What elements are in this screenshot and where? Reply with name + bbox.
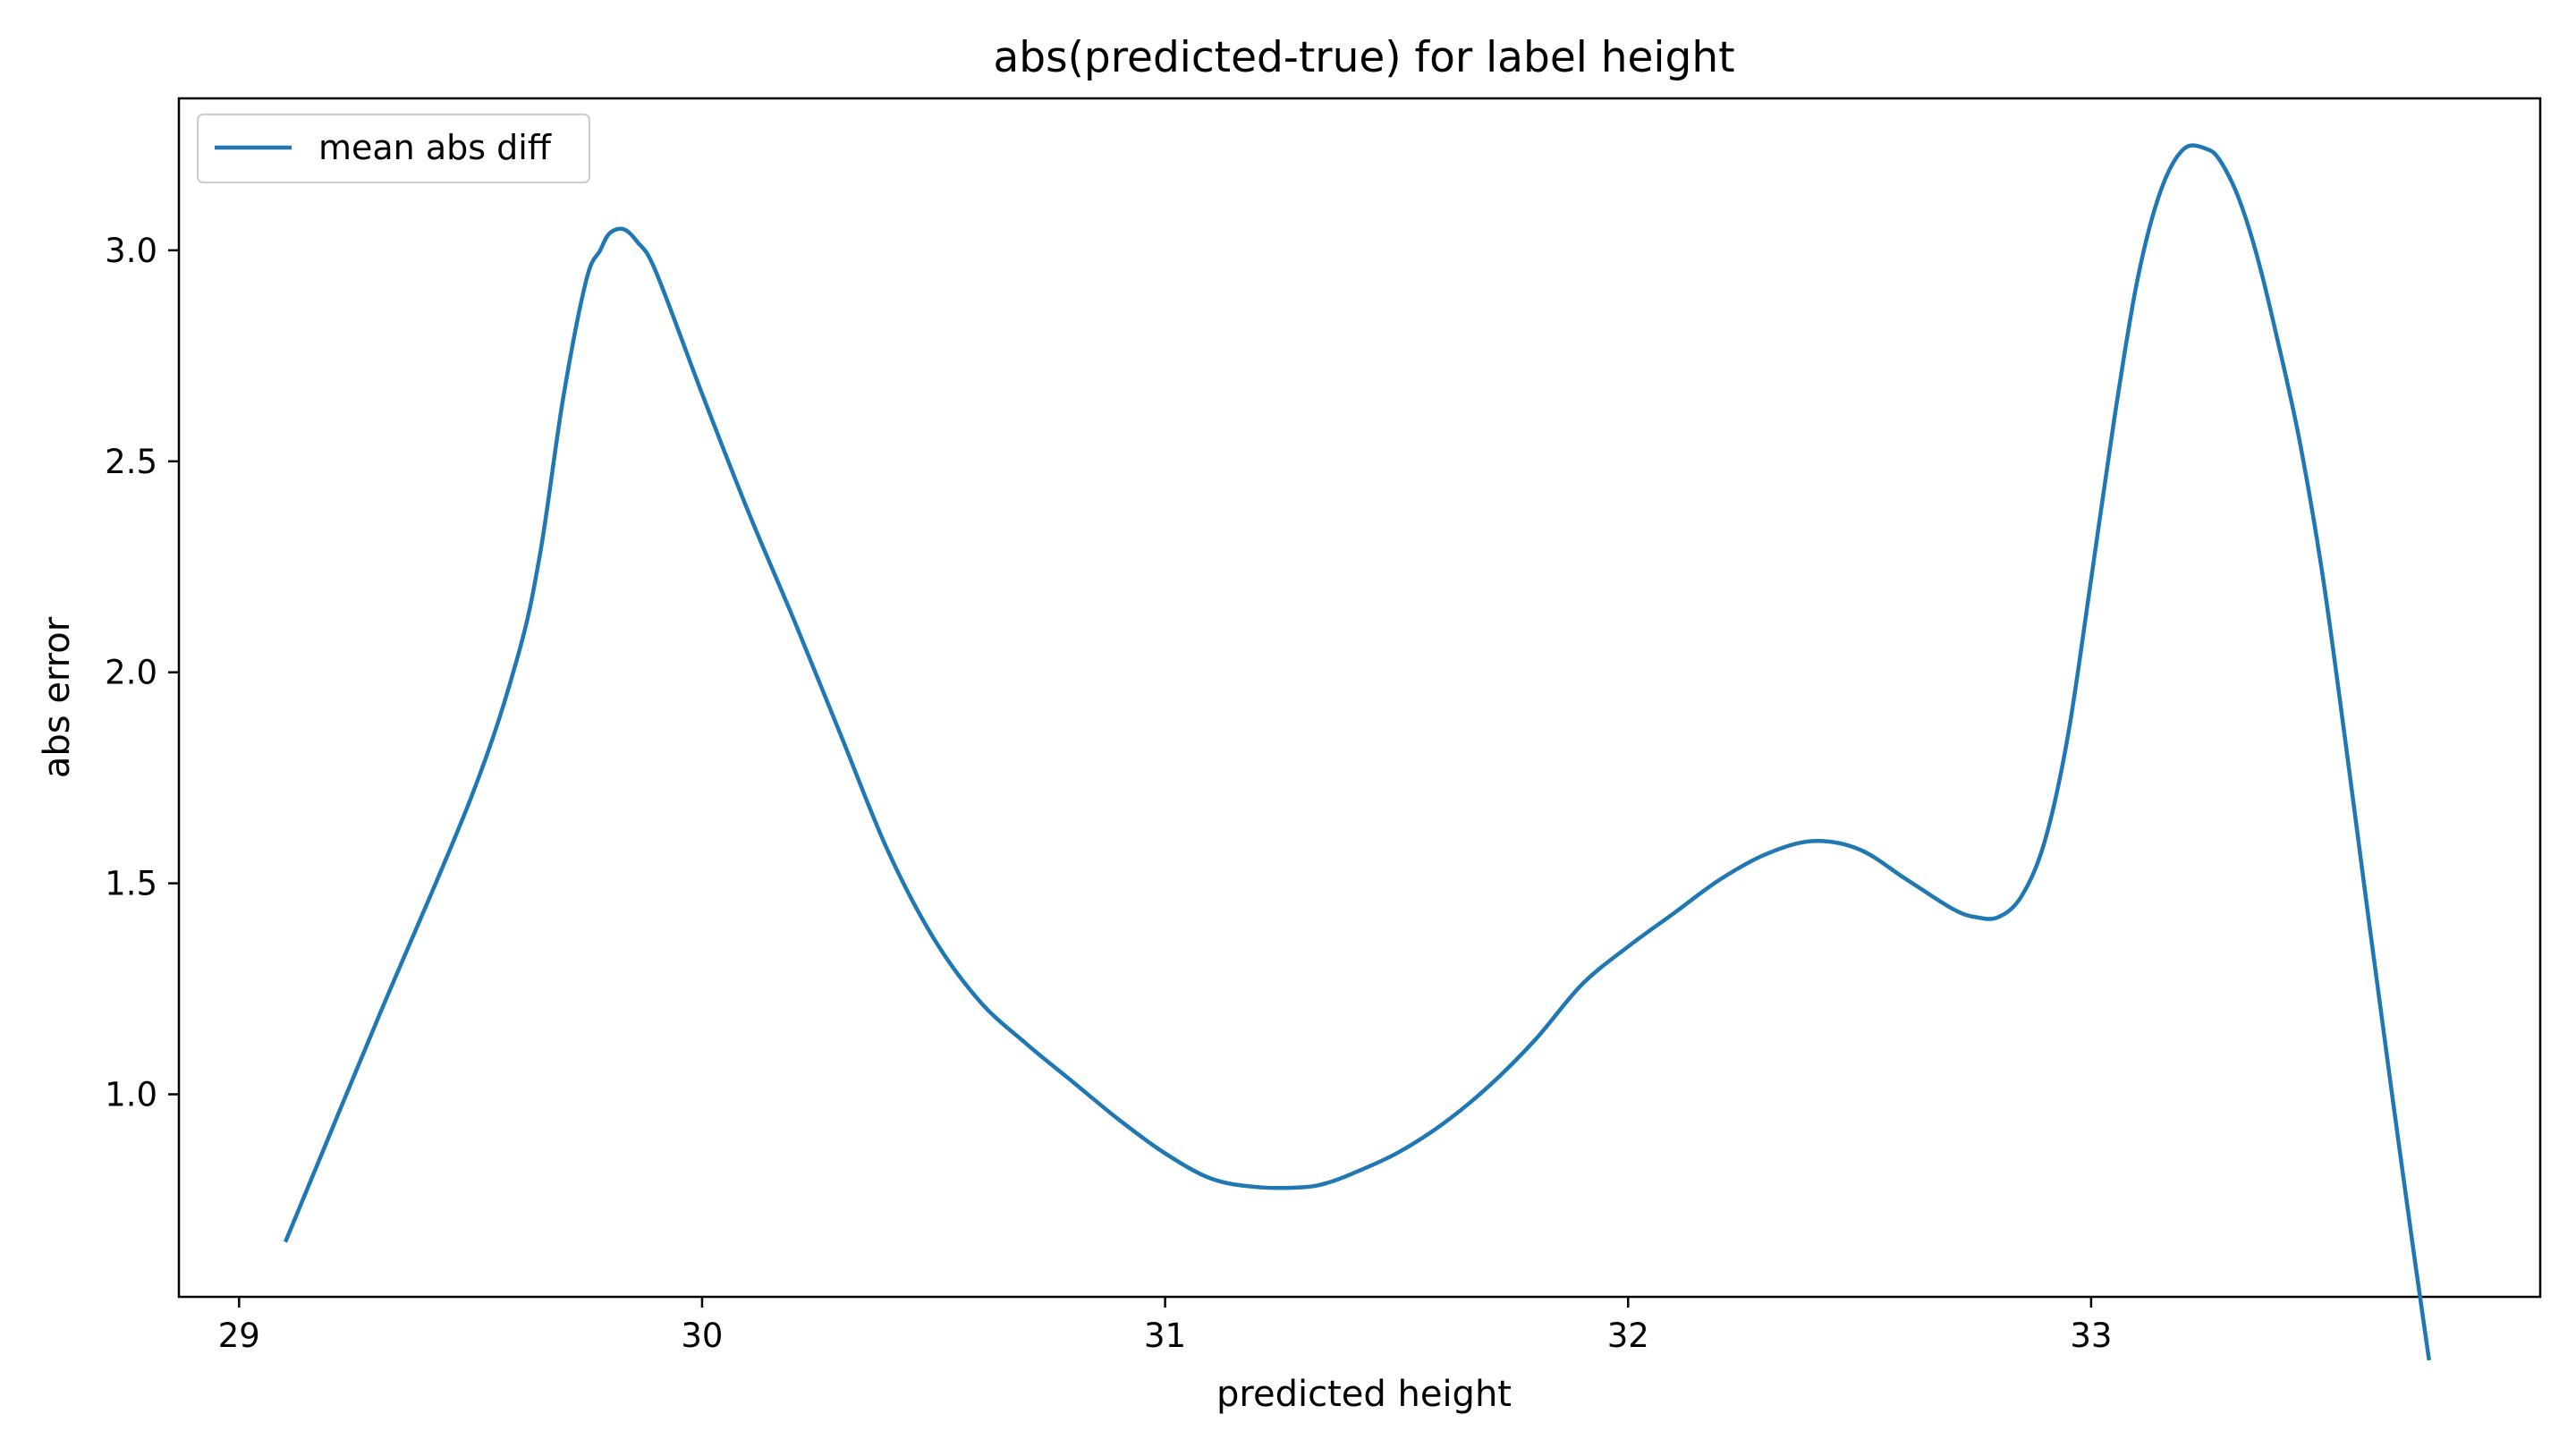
y-tick-label: 2.5 <box>105 443 157 481</box>
chart-title: abs(predicted-true) for label height <box>993 33 1734 82</box>
x-tick-label: 29 <box>218 1317 260 1355</box>
y-tick-label: 3.0 <box>105 232 157 270</box>
x-axis: 29 30 31 32 33 <box>218 1297 2112 1355</box>
series-line-mean-abs-diff <box>283 143 2431 1361</box>
x-axis-label: predicted height <box>1216 1374 1512 1415</box>
plot-area <box>177 97 2542 1299</box>
y-axis: 1.0 1.5 2.0 2.5 3.0 <box>105 232 179 1114</box>
legend-box <box>197 114 590 183</box>
x-tick-label: 32 <box>1607 1317 1649 1355</box>
legend: mean abs diff <box>197 114 590 183</box>
series-layer <box>283 143 2431 1361</box>
y-tick-label: 2.0 <box>105 654 157 692</box>
y-tick-label: 1.5 <box>105 865 157 903</box>
x-tick-label: 31 <box>1144 1317 1186 1355</box>
legend-label: mean abs diff <box>318 128 552 167</box>
y-axis-label: abs error <box>37 616 78 778</box>
y-tick-label: 1.0 <box>105 1076 157 1114</box>
x-tick-label: 30 <box>681 1317 723 1355</box>
x-tick-label: 33 <box>2070 1317 2112 1355</box>
